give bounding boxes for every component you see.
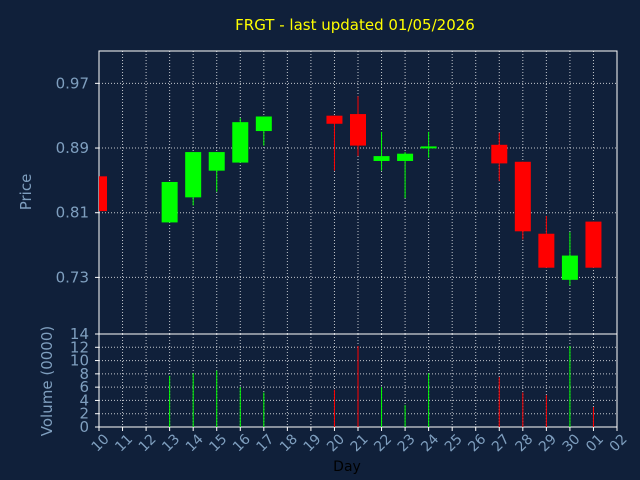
- candle-body: [514, 161, 531, 232]
- volume-tick-label: 0: [79, 418, 89, 436]
- x-tick-label: 30: [560, 431, 584, 455]
- chart-title: FRGT - last updated 01/05/2026: [235, 16, 475, 34]
- x-tick-label: 27: [489, 431, 513, 455]
- x-tick-label: 23: [395, 431, 419, 455]
- x-tick-label: 11: [112, 431, 136, 455]
- price-tick-label: 0.89: [56, 139, 89, 157]
- x-tick-label: 18: [277, 431, 301, 455]
- price-tick-label: 0.97: [56, 74, 89, 92]
- candle-body: [397, 153, 414, 161]
- candle-body: [350, 114, 366, 146]
- volume-tick-label: 6: [79, 378, 89, 396]
- price-panel: 0.97 0.89 0.81 0.73: [56, 50, 618, 335]
- x-tick-label: 02: [607, 431, 631, 455]
- x-tick-label: 14: [183, 431, 207, 455]
- x-tick-label: 10: [89, 431, 113, 455]
- x-tick-label: 26: [465, 431, 489, 455]
- candle-body: [585, 221, 602, 268]
- volume-tick-label: 2: [79, 405, 89, 423]
- candle-body: [161, 181, 178, 223]
- volume-tick-label: 4: [79, 391, 89, 409]
- candles: [99, 96, 602, 286]
- candle-body: [326, 115, 343, 124]
- candle-body: [538, 233, 555, 268]
- candle-body: [373, 156, 390, 161]
- x-tick-label: 28: [513, 431, 537, 455]
- x-tick-label: 22: [371, 431, 395, 455]
- volume-tick-label: 10: [70, 352, 89, 370]
- x-tick-label: 17: [254, 431, 278, 455]
- candle-body: [420, 146, 437, 149]
- x-tick-label: 29: [536, 431, 560, 455]
- volume-tick-label: 8: [79, 365, 89, 383]
- price-tick-label: 0.73: [56, 268, 89, 286]
- volume-tick-label: 14: [70, 325, 89, 343]
- x-tick-label: 16: [230, 431, 254, 455]
- x-tick-label: 21: [348, 431, 372, 455]
- candle-body: [99, 176, 107, 212]
- price-tick-label: 0.81: [56, 204, 89, 222]
- x-axis-label: Day: [333, 459, 361, 475]
- x-tick-label: 01: [583, 431, 607, 455]
- candle-body: [232, 122, 249, 163]
- candle-body: [491, 144, 508, 164]
- x-tick-label: 20: [324, 431, 348, 455]
- candle-body: [561, 255, 578, 280]
- x-tick-label: 25: [442, 431, 466, 455]
- volume-tick-label: 12: [70, 338, 89, 356]
- candle-body: [255, 116, 272, 132]
- x-tick-label: 13: [159, 431, 183, 455]
- volume-axis-label: Volume (0000): [38, 326, 56, 436]
- x-tick-label: 24: [418, 431, 442, 455]
- candle-body: [208, 152, 225, 171]
- volume-panel: 10 11 12 13 14 15 16 17 18 19 20 21 22 23 24 25 26 27 28 29…: [70, 325, 631, 455]
- x-tick-label: 19: [301, 431, 325, 455]
- candle-body: [185, 152, 202, 198]
- x-tick-label: 15: [206, 431, 230, 455]
- price-axis-label: Price: [17, 174, 35, 211]
- x-tick-label: 12: [136, 431, 160, 455]
